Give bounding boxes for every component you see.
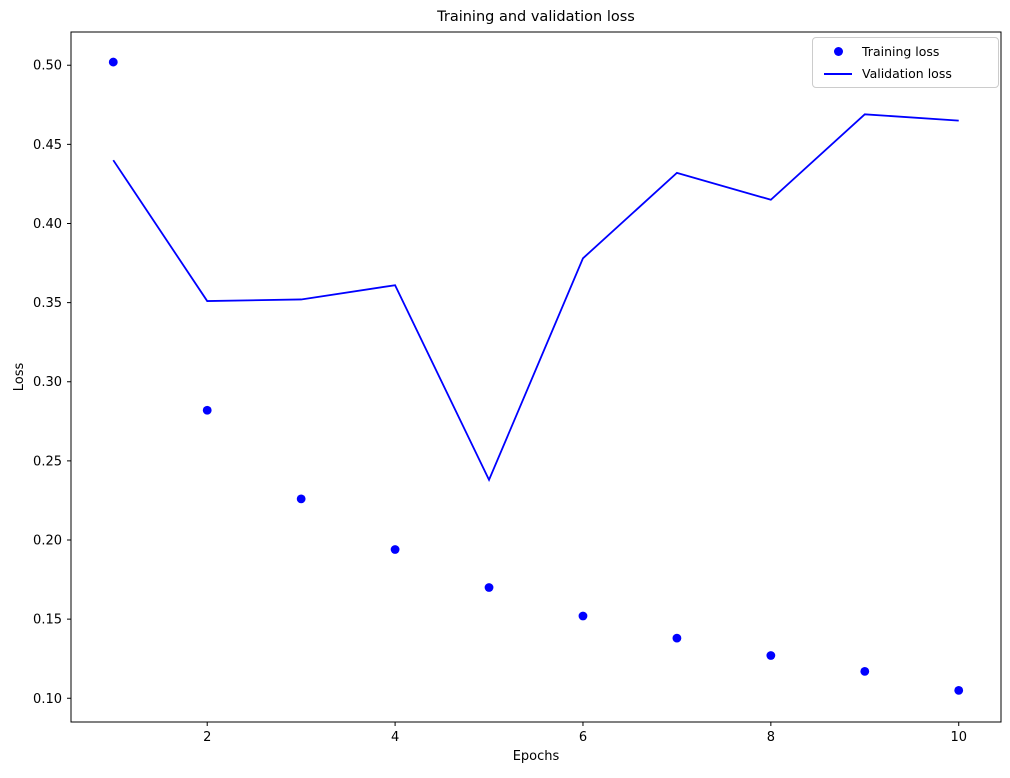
y-tick-label: 0.20 (33, 534, 62, 549)
training-loss-point (954, 685, 964, 695)
chart-title: Training and validation loss (436, 9, 635, 25)
y-tick-label: 0.35 (33, 296, 62, 311)
training-loss-point (578, 611, 588, 621)
training-loss-point (484, 583, 494, 592)
x-axis-label: Epochs (513, 749, 560, 764)
y-tick-label: 0.50 (33, 59, 62, 74)
y-tick-label: 0.40 (33, 217, 62, 232)
training-loss-point (390, 545, 400, 554)
training-loss-marker-icon (823, 47, 853, 56)
y-axis-label: Loss (12, 363, 27, 392)
x-tick-label: 10 (950, 730, 967, 745)
x-tick-label: 6 (579, 730, 587, 745)
x-tick-label: 2 (203, 730, 211, 745)
legend-label: Training loss (862, 44, 940, 59)
y-tick-label: 0.45 (33, 138, 62, 153)
y-tick-label: 0.15 (33, 613, 62, 628)
training-loss-point (672, 633, 682, 643)
training-loss-point (202, 405, 212, 415)
training-loss-point (766, 651, 776, 660)
plot-area: 2 4 6 8 10 0.10 0.15 0.20 0.25 0.30 0.35 0.40 0.45 0.… (33, 31, 1002, 745)
y-tick-label: 0.10 (33, 692, 62, 707)
validation-loss-line-icon (823, 72, 853, 75)
training-loss-point (860, 666, 870, 676)
x-tick-label: 4 (391, 730, 399, 745)
legend-item-validation-loss: Validation loss (823, 65, 990, 82)
axes-spines (70, 31, 1002, 723)
legend: Training loss Validation loss (812, 37, 999, 88)
training-loss-point (108, 57, 118, 67)
training-loss-point (296, 494, 306, 504)
y-tick-label: 0.25 (33, 454, 62, 469)
x-tick-label: 8 (767, 730, 775, 745)
legend-label: Validation loss (862, 66, 952, 81)
validation-loss-line (112, 113, 959, 483)
y-tick-label: 0.30 (33, 375, 62, 390)
legend-item-training-loss: Training loss (823, 43, 990, 60)
